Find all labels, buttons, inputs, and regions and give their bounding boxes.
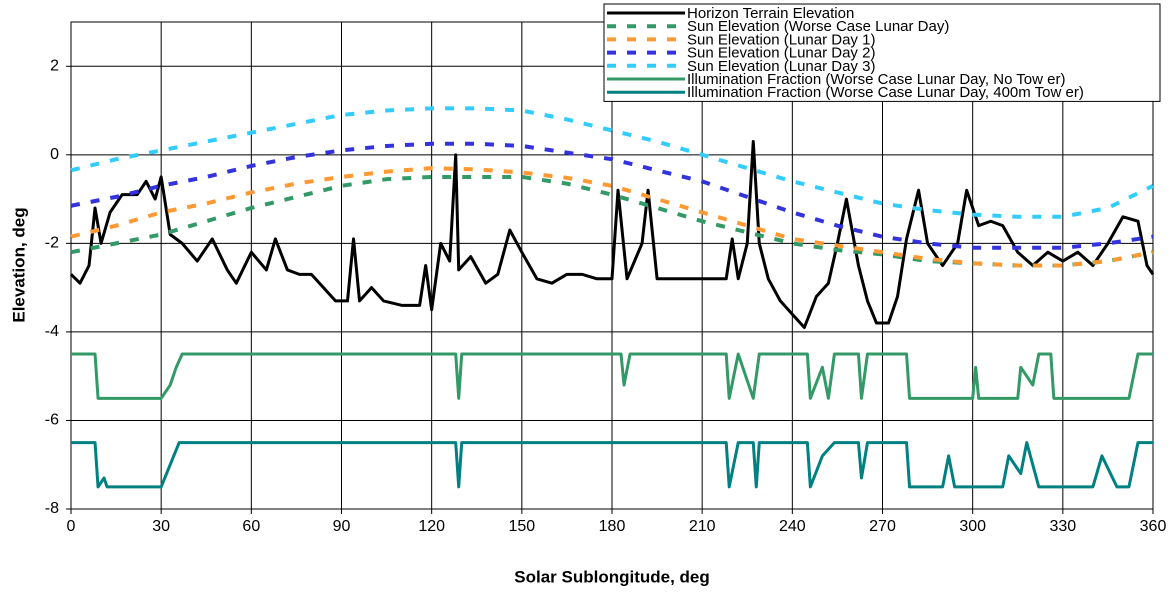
- y-tick-label: -8: [45, 500, 59, 517]
- legend-label: Illumination Fraction (Worse Case Lunar …: [687, 71, 1065, 88]
- x-tick-label: 180: [599, 518, 626, 535]
- series-line: [71, 352, 1153, 400]
- x-tick-label: 30: [152, 518, 170, 535]
- legend-label: Sun Elevation (Worse Case Lunar Day): [687, 18, 949, 35]
- series-line: [69, 140, 1155, 329]
- x-tick-label: 0: [67, 518, 76, 535]
- legend-label: Sun Elevation (Lunar Day 3): [687, 58, 875, 75]
- x-tick-label: 330: [1049, 518, 1076, 535]
- y-tick-label: -6: [45, 412, 59, 429]
- legend-box: [603, 3, 1161, 102]
- x-tick-label: 300: [959, 518, 986, 535]
- series-line: [70, 166, 1154, 268]
- x-tick-label: 210: [689, 518, 716, 535]
- x-axis-title: Solar Sublongitude, deg: [514, 567, 710, 586]
- x-tick-label: 360: [1140, 518, 1167, 535]
- legend-label: Sun Elevation (Lunar Day 1): [687, 31, 875, 48]
- x-tick-label: 120: [418, 518, 445, 535]
- y-axis-title: Elevation, deg: [9, 207, 28, 322]
- x-tick-label: 60: [242, 518, 260, 535]
- x-tick-label: 270: [869, 518, 896, 535]
- y-tick-label: 0: [50, 146, 59, 163]
- x-tick-label: 150: [508, 518, 535, 535]
- legend-label: Horizon Terrain Elevation: [687, 5, 854, 22]
- series-line: [70, 106, 1154, 219]
- legend-label: Sun Elevation (Lunar Day 2): [687, 45, 875, 62]
- series-line: [70, 141, 1154, 250]
- y-tick-label: -2: [45, 235, 59, 252]
- x-tick-label: 90: [333, 518, 351, 535]
- legend-label: Illumination Fraction (Worse Case Lunar …: [687, 84, 1084, 101]
- y-tick-label: 2: [50, 57, 59, 74]
- y-tick-label: -4: [45, 323, 59, 340]
- x-tick-label: 240: [779, 518, 806, 535]
- series-line: [71, 441, 1153, 489]
- series-line: [70, 174, 1154, 268]
